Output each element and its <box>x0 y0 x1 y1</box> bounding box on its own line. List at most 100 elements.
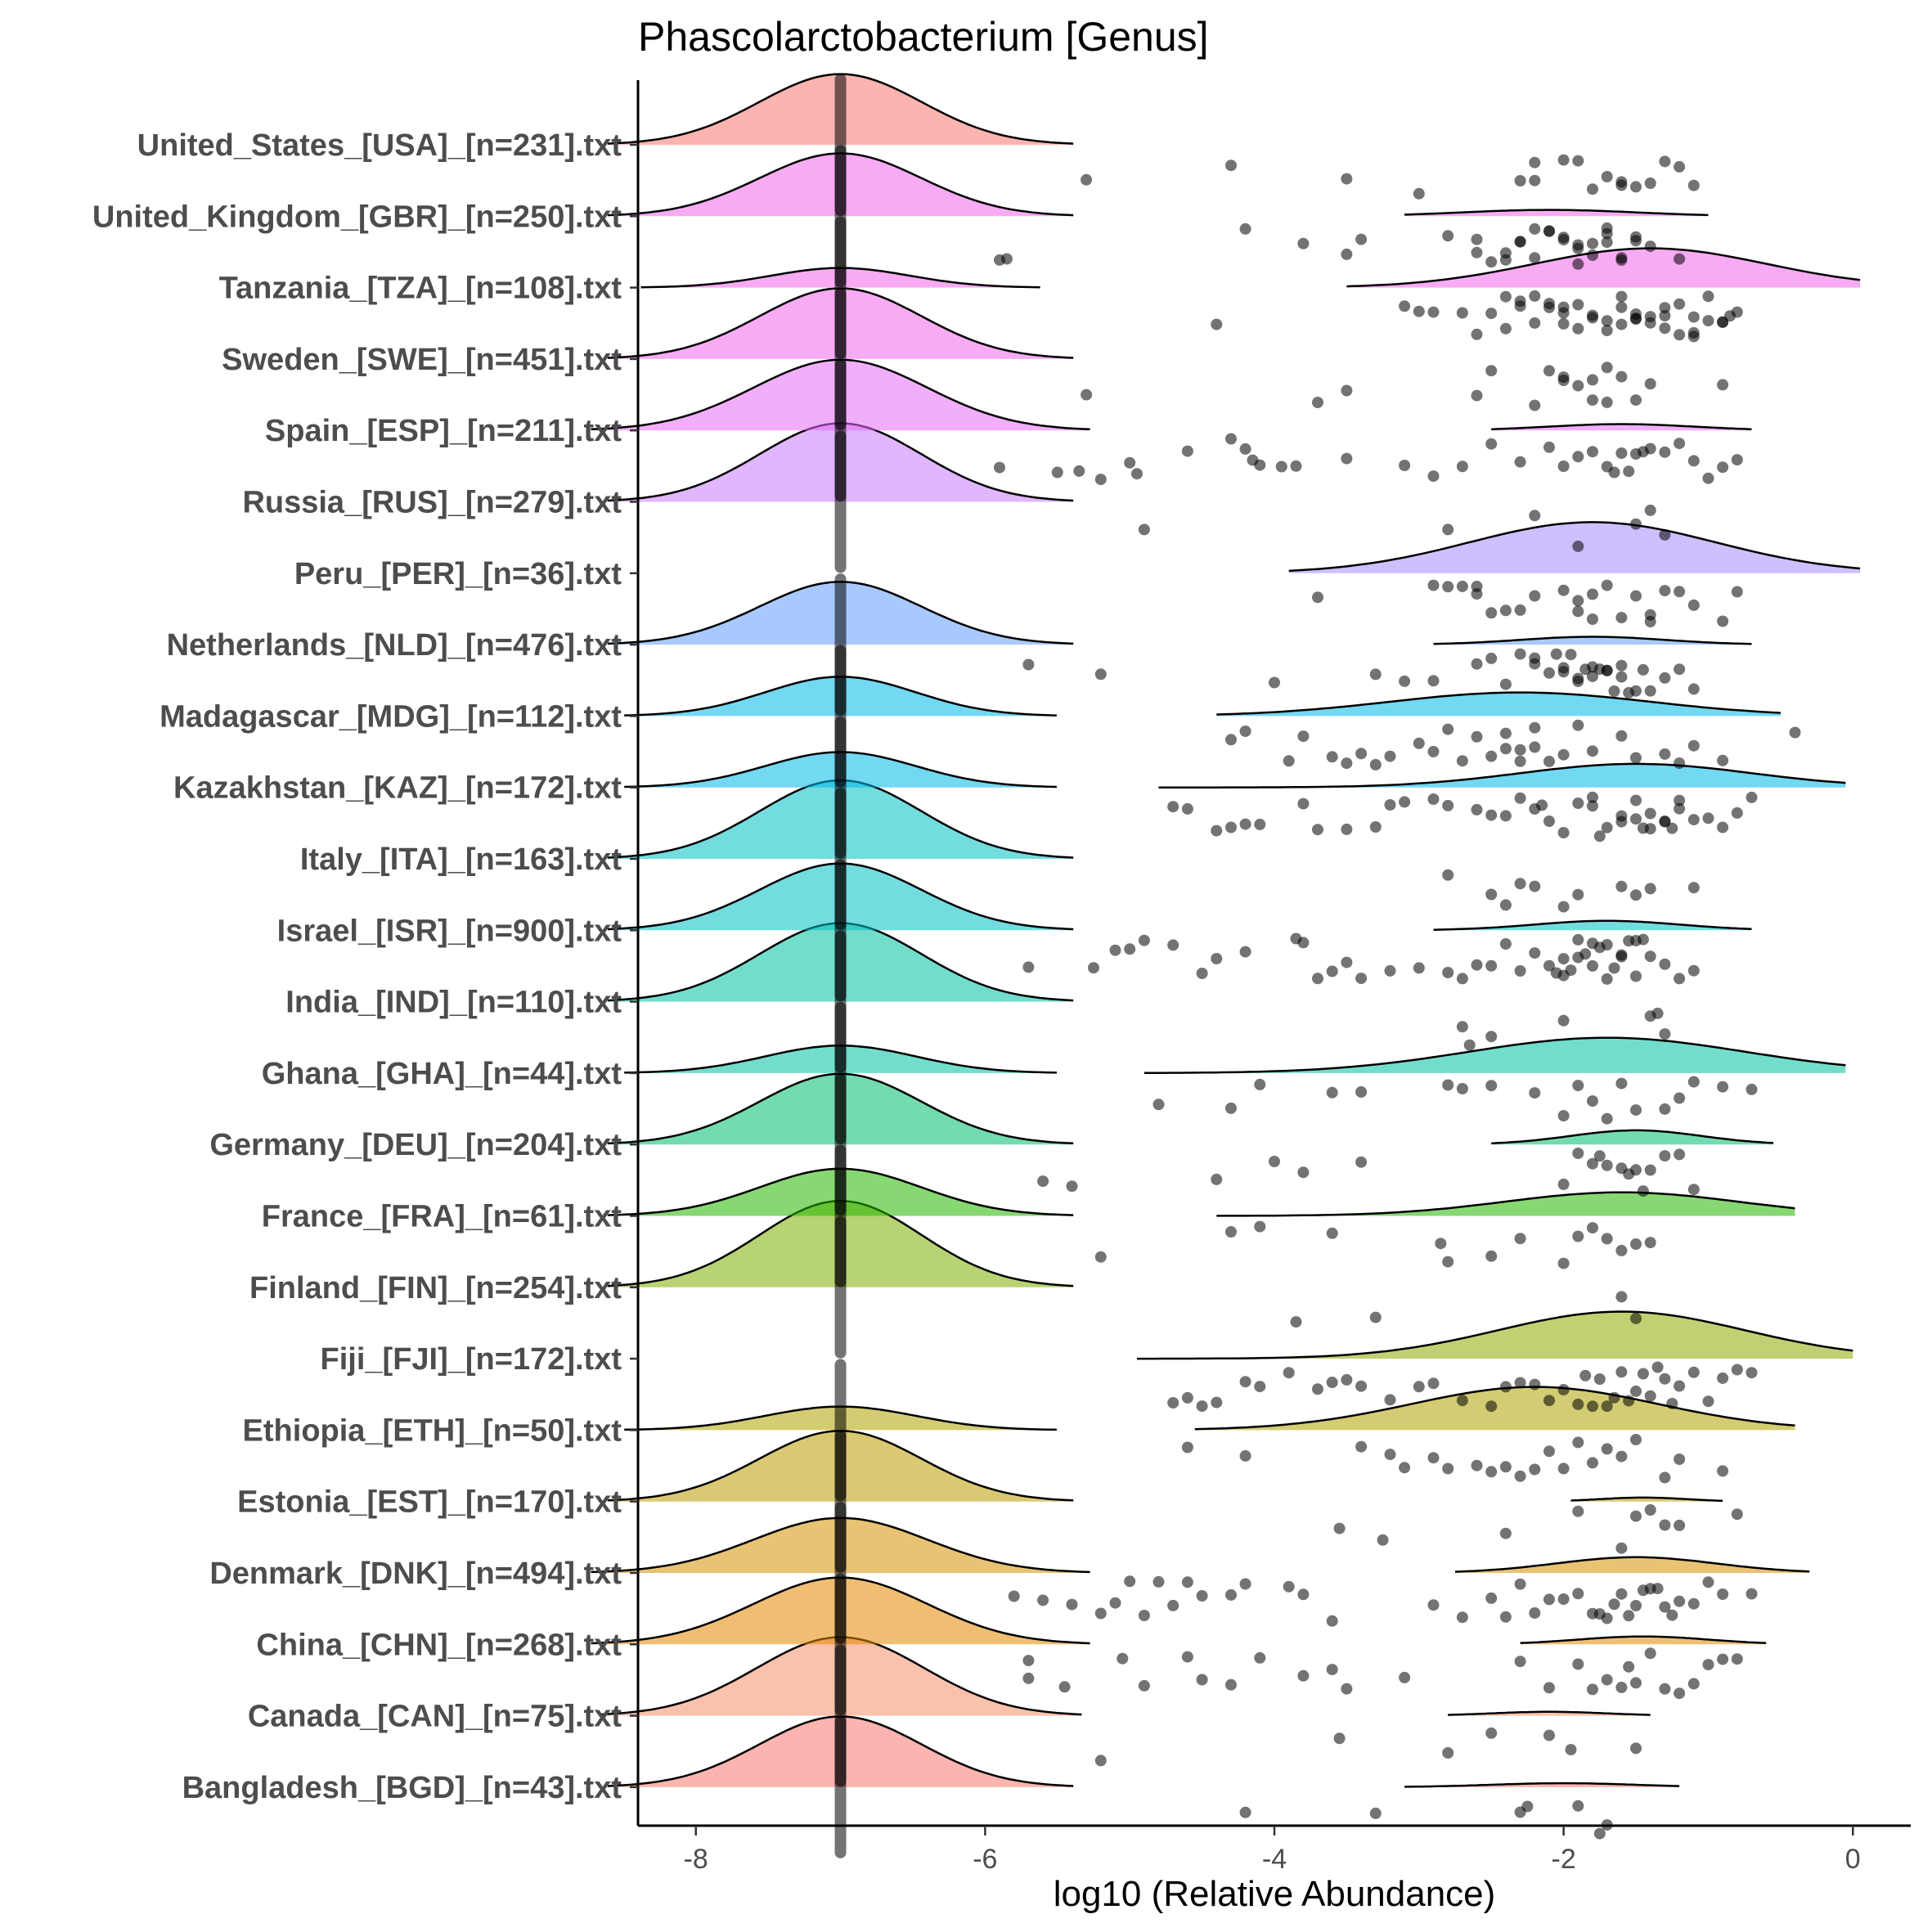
data-point <box>1557 953 1570 965</box>
data-point <box>1529 658 1541 670</box>
data-point <box>1442 581 1454 593</box>
data-point <box>1413 1381 1425 1393</box>
data-point <box>1399 1462 1411 1474</box>
data-point <box>1341 173 1353 185</box>
ridge-canada-can-n-75-txt-detected-outline <box>1448 1710 1651 1716</box>
data-point <box>1355 973 1368 985</box>
data-point <box>1290 460 1302 472</box>
data-point <box>1630 1742 1642 1755</box>
ridge-madagascar-mdg-n-112-txt-detected-outline <box>1216 691 1781 716</box>
data-point <box>1529 741 1541 753</box>
data-point <box>1630 794 1642 806</box>
y-label-india-ind-n-110-txt: India_[IND]_[n=110].txt <box>285 986 622 1020</box>
y-label-canada-can-n-75-txt: Canada_[CAN]_[n=75].txt <box>248 1700 622 1734</box>
ridge-ghana-gha-n-44-txt-detected-outline <box>1143 1036 1846 1075</box>
data-point <box>1181 1651 1193 1663</box>
data-point <box>1529 880 1541 892</box>
data-point <box>1615 659 1628 672</box>
data-point <box>1485 1031 1498 1043</box>
data-point <box>1572 540 1584 552</box>
data-point <box>1167 939 1179 951</box>
ridge-israel-isr-n-900-txt-detected-fill <box>1433 920 1752 931</box>
data-point <box>1731 1364 1743 1376</box>
data-point <box>1644 950 1656 963</box>
data-point <box>1608 466 1620 479</box>
data-point <box>1326 1227 1338 1239</box>
data-point <box>1529 317 1541 329</box>
data-point <box>1572 1799 1584 1812</box>
data-point <box>1557 1178 1570 1190</box>
data-point <box>1630 970 1642 982</box>
data-point <box>1572 798 1584 809</box>
data-point <box>1644 1390 1656 1402</box>
data-point <box>1066 1180 1078 1193</box>
data-point <box>1369 1311 1382 1323</box>
data-point <box>1615 1291 1628 1303</box>
data-point <box>1623 1660 1635 1673</box>
data-point <box>1485 888 1498 901</box>
data-point <box>1442 1256 1454 1268</box>
data-point <box>1225 1102 1237 1114</box>
data-point <box>1601 236 1613 249</box>
data-point <box>1138 1679 1150 1692</box>
data-point <box>1094 474 1107 486</box>
ridge-peru-per-n-36-txt-detected-outline <box>1288 521 1861 573</box>
data-point <box>994 461 1005 474</box>
data-point <box>1702 290 1714 303</box>
data-point <box>1601 315 1613 327</box>
data-point <box>1471 389 1483 402</box>
y-label-ghana-gha-n-44-txt: Ghana_[GHA]_[n=44].txt <box>262 1057 622 1091</box>
data-point <box>1644 504 1656 516</box>
data-point <box>1413 737 1425 749</box>
data-point <box>1557 1110 1570 1122</box>
data-point <box>1687 455 1700 467</box>
data-point <box>1529 290 1541 302</box>
data-point <box>1399 1671 1411 1683</box>
data-point <box>1630 1434 1642 1445</box>
data-point <box>1384 750 1396 762</box>
y-label-kazakhstan-kaz-n-172-txt: Kazakhstan_[KAZ]_[n=172].txt <box>173 771 622 806</box>
data-point <box>1593 1150 1606 1162</box>
data-point <box>1702 472 1714 484</box>
data-point <box>1167 1599 1179 1611</box>
y-label-denmark-dnk-n-494-txt: Denmark_[DNK]_[n=494].txt <box>209 1557 622 1591</box>
data-point <box>1601 973 1613 985</box>
data-point <box>1731 1508 1743 1521</box>
x-tick-label: 0 <box>1845 1844 1861 1875</box>
data-point <box>1312 397 1323 408</box>
data-point <box>1485 365 1498 377</box>
data-point <box>1239 818 1251 830</box>
y-label-estonia-est-n-170-txt: Estonia_[EST]_[n=170].txt <box>237 1485 622 1520</box>
data-point <box>1413 962 1425 974</box>
data-point <box>1587 959 1598 972</box>
data-point <box>1557 1593 1570 1605</box>
data-point <box>1543 365 1555 377</box>
data-point <box>1572 719 1584 731</box>
data-point <box>1427 793 1440 805</box>
data-point <box>1239 1376 1251 1388</box>
data-point <box>1587 1222 1598 1234</box>
data-point <box>1572 1658 1584 1670</box>
data-point <box>1565 1744 1577 1756</box>
data-point <box>1341 757 1353 770</box>
data-point <box>1572 451 1584 463</box>
data-point <box>1413 305 1425 317</box>
data-point <box>1630 889 1642 901</box>
data-point <box>1608 962 1620 974</box>
data-point <box>1687 330 1700 343</box>
data-point <box>1659 528 1671 541</box>
data-point <box>1427 1377 1440 1390</box>
data-point <box>1196 1400 1208 1413</box>
data-point <box>1456 973 1468 985</box>
data-point <box>1644 685 1656 697</box>
ridge-china-chn-n-268-txt-detected-outline <box>1520 1635 1767 1644</box>
data-point <box>1435 1238 1447 1250</box>
data-point <box>1355 748 1368 760</box>
y-label-spain-esp-n-211-txt: Spain_[ESP]_[n=211].txt <box>265 414 622 448</box>
data-point <box>1587 183 1598 195</box>
data-point <box>1623 686 1635 699</box>
data-point <box>1326 1377 1338 1388</box>
data-point <box>1565 964 1577 977</box>
data-point <box>1601 1674 1613 1686</box>
ridge-france-fra-n-61-txt-detected-outline <box>1216 1191 1795 1217</box>
